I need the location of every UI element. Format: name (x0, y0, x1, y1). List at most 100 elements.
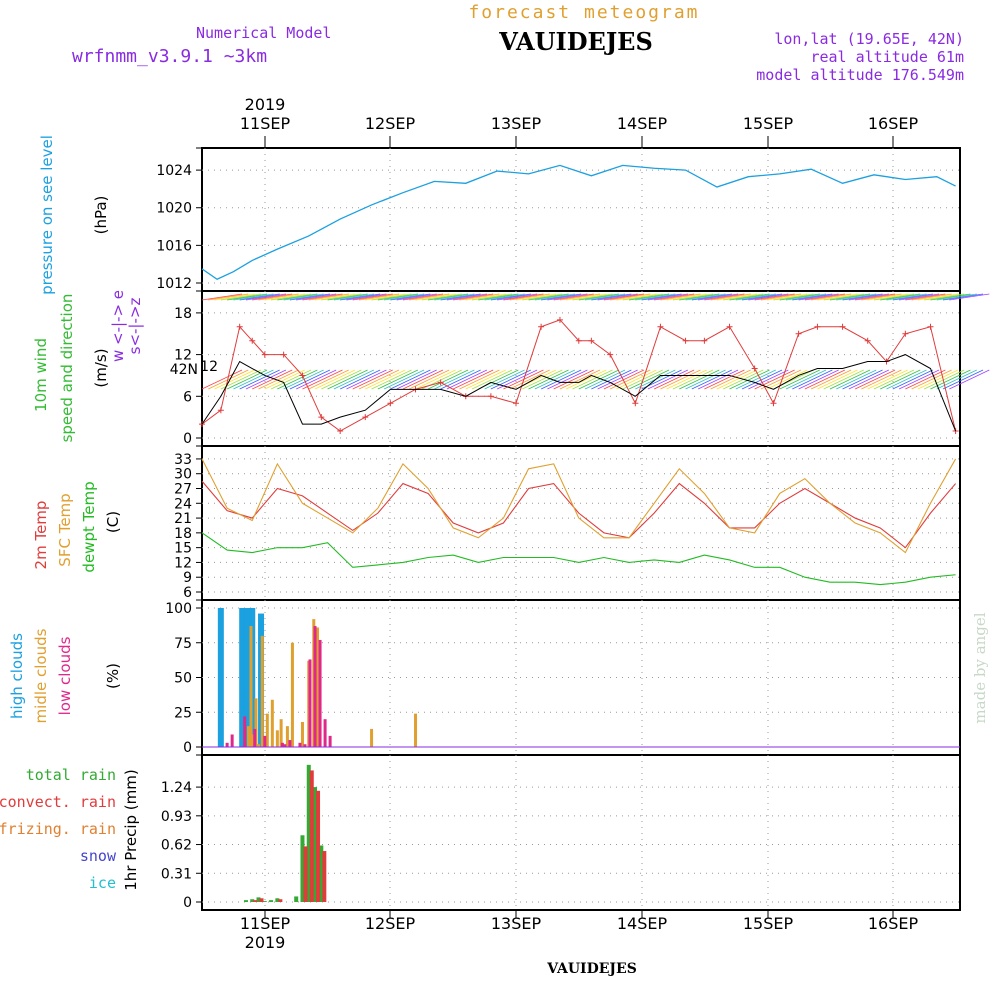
wind-barb (503, 293, 544, 301)
wind-barb (214, 369, 255, 390)
wind-barb (666, 369, 707, 390)
wind-barb (490, 369, 532, 390)
wind-barb (233, 293, 274, 301)
wind-barb (603, 369, 645, 390)
wind-barb (547, 369, 588, 390)
precip-total-bar (319, 845, 324, 902)
wind-barb (873, 293, 915, 301)
wind-barb (779, 369, 820, 390)
wind-barb (942, 293, 984, 301)
wind-barb (308, 293, 349, 301)
cloud-mid-bar (316, 627, 320, 747)
wind-barb (528, 369, 569, 390)
wind-barb (742, 293, 783, 301)
wind-barb (201, 293, 243, 301)
wind-tick-label: 12 (174, 348, 192, 364)
wind-barb (220, 369, 262, 390)
wind-barb (949, 293, 990, 301)
legend-frizing: frizing. rain (0, 820, 116, 838)
legend-total: total rain (26, 766, 116, 784)
wind-tick-label: 6 (183, 389, 192, 405)
model-label: Numerical Model (196, 24, 331, 42)
wind-barb (654, 293, 695, 301)
wind-speed-point (387, 400, 394, 407)
wind-barb (578, 293, 619, 301)
cloud-low-bar (225, 742, 229, 747)
wind-barb (559, 369, 601, 390)
wind-speed-point (751, 365, 758, 372)
cloud-unit: (%) (104, 663, 122, 689)
wind-barb (277, 369, 318, 390)
wind-barb (591, 293, 632, 301)
cloud-label-high: high clouds (8, 633, 26, 719)
wind-barb (842, 293, 883, 301)
precip-tick-label: 0 (183, 895, 192, 911)
wind-barb (289, 293, 330, 301)
wind-barb (679, 369, 720, 390)
wind-barb (340, 293, 381, 301)
temp-tick-label: 21 (174, 511, 192, 527)
wind-barb (352, 369, 393, 390)
bottom-station: VAUIDEJES (546, 961, 637, 977)
wind-barb (616, 369, 657, 390)
precip-ylabel: 1hr Precip (mm) (122, 769, 140, 890)
cloud-mid-bar (285, 726, 289, 747)
wind-speed-point (318, 414, 325, 421)
wind-barb (346, 293, 387, 301)
wind-speed-point (249, 337, 256, 344)
coords: lon,lat (19.65E, 42N) (774, 30, 964, 48)
clouds-tick-label: 50 (174, 671, 192, 687)
precip-total-bar (306, 764, 311, 902)
wind-barb (622, 293, 663, 301)
wind-barb (434, 293, 475, 301)
wind-barb (245, 293, 287, 301)
wind-speed-point (927, 323, 934, 330)
wind-barb (333, 369, 375, 390)
wind-barb (672, 293, 714, 301)
wind-barb (936, 369, 977, 390)
precip-total-bar (275, 898, 280, 902)
wind-barb (308, 369, 349, 390)
wind-speed-point (261, 351, 268, 358)
chart-marks (199, 164, 990, 902)
wind-barb (220, 293, 261, 301)
wind-speed-point (864, 337, 871, 344)
pressure-tick-label: 1024 (156, 163, 192, 179)
clouds-tick-label: 75 (174, 636, 192, 652)
wind-barb (314, 369, 356, 390)
wind-barb (534, 293, 575, 301)
wind-barb (792, 293, 833, 301)
wind-barb (748, 293, 789, 301)
wind-speed-point (538, 323, 545, 330)
model-altitude: model altitude 176.549m (756, 66, 964, 84)
temp-tick-label: 27 (174, 482, 192, 498)
wind-barb (428, 293, 469, 301)
wind-barb (899, 293, 940, 301)
cloud-label-low: low clouds (56, 636, 74, 715)
wind-barb (741, 369, 783, 390)
wind-barb (591, 369, 632, 390)
wind-barb (415, 369, 456, 390)
wind-barb (453, 369, 494, 390)
wind-barb (754, 369, 795, 390)
bottom-date-label: 12SEP (365, 914, 416, 933)
cloud-low-bar (308, 659, 312, 747)
wind-barb (924, 369, 965, 390)
cloud-high-bar (239, 608, 246, 747)
wind-barb (258, 293, 299, 301)
cloud-mid-bar (260, 635, 264, 747)
wind-barb (484, 293, 525, 301)
wind-barb (723, 293, 764, 301)
wind-barb (817, 293, 858, 301)
wind-barb (779, 293, 820, 301)
wind-barb (252, 369, 293, 390)
bottom-date-label: 16SEP (868, 914, 919, 933)
wind-barb (333, 293, 374, 301)
clouds-tick-label: 25 (174, 705, 192, 721)
wind-barb (911, 369, 952, 390)
wind-barb (635, 293, 676, 301)
wind-barb (277, 293, 318, 301)
wind-barb (534, 369, 576, 390)
wind-barb (804, 369, 846, 390)
wind-barb (949, 369, 990, 390)
